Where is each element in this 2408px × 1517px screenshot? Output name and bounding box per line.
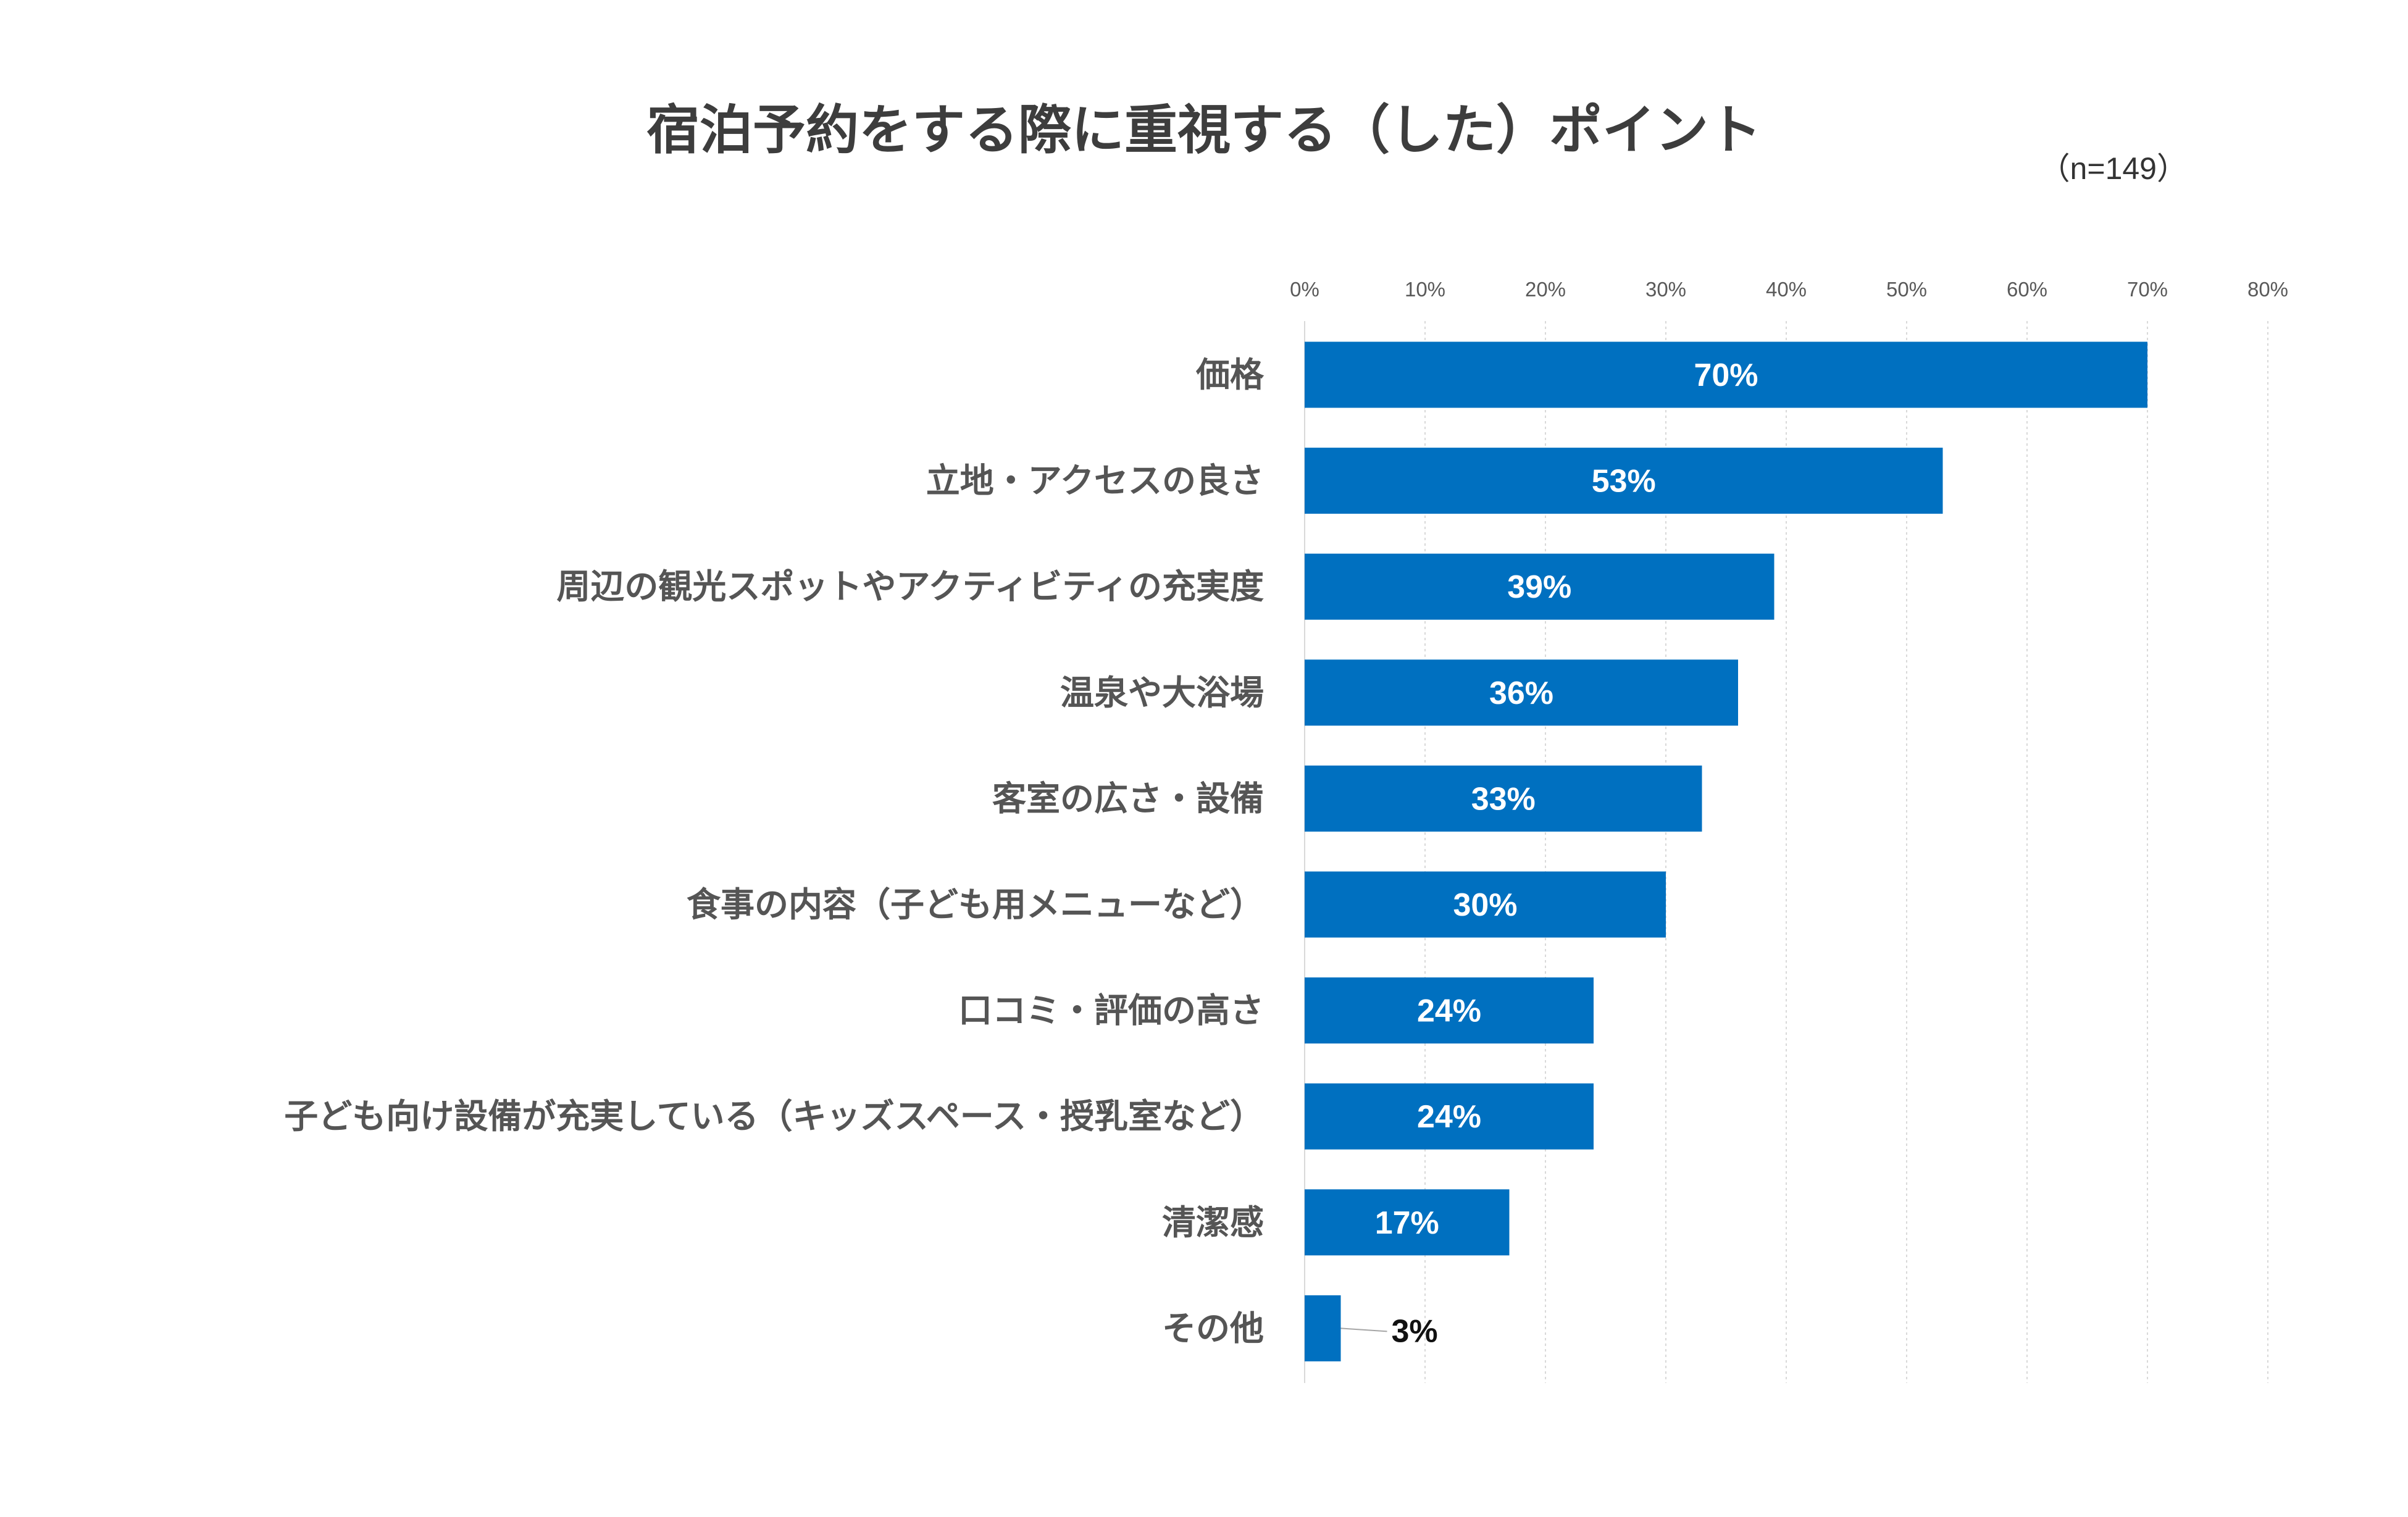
sample-size-label: （n=149） (2039, 151, 2188, 186)
x-tick-label: 40% (1766, 278, 1807, 301)
category-labels: 価格立地・アクセスの良さ周辺の観光スポットやアクティビティの充実度温泉や大浴場客… (284, 355, 1265, 1348)
value-label: 24% (1417, 993, 1481, 1029)
bar (1305, 1189, 1510, 1256)
category-label: 子ども向け設備が充実している（キッズスペース・授乳室など） (284, 1097, 1264, 1136)
bar (1305, 1083, 1594, 1150)
x-tick-label: 70% (2127, 278, 2168, 301)
value-label: 17% (1375, 1205, 1439, 1241)
category-label: 温泉や大浴場 (1060, 673, 1264, 713)
x-tick-label: 50% (1886, 278, 1927, 301)
bar (1305, 659, 1738, 726)
value-label: 53% (1592, 464, 1656, 499)
category-label: 立地・アクセスの良さ (926, 461, 1264, 501)
x-axis-ticks: 0% 10% 20% 30% 40% 50% 60% 70% 80% (1290, 278, 2288, 301)
value-labels: 70% 53% 39% 36% 33% 30% 24% 24% 17% 3% (1340, 357, 1758, 1349)
value-label: 39% (1507, 569, 1571, 605)
category-label: 食事の内容（子ども用メニューなど） (687, 885, 1264, 924)
x-tick-label: 30% (1645, 278, 1686, 301)
bar (1305, 1295, 1341, 1361)
x-tick-label: 80% (2247, 278, 2288, 301)
category-label: その他 (1162, 1308, 1264, 1348)
x-tick-label: 10% (1405, 278, 1445, 301)
category-label: 価格 (1195, 355, 1265, 395)
bar (1305, 871, 1666, 938)
value-leader-line (1340, 1327, 1387, 1332)
bar (1305, 448, 1943, 514)
bar (1305, 341, 2147, 408)
value-label: 36% (1489, 675, 1553, 711)
x-tick-label: 0% (1290, 278, 1319, 301)
value-label: 33% (1471, 781, 1536, 817)
bars (1305, 341, 2147, 1361)
x-tick-label: 60% (2007, 278, 2047, 301)
bar (1305, 977, 1594, 1044)
x-tick-label: 20% (1525, 278, 1566, 301)
value-label: 70% (1694, 357, 1758, 393)
chart-title: 宿泊予約をする際に重視する（した）ポイント (646, 99, 1762, 161)
bar (1305, 553, 1775, 620)
category-label: 清潔感 (1162, 1203, 1264, 1242)
category-label: 客室の広さ・設備 (992, 779, 1264, 818)
bar (1305, 765, 1702, 832)
value-label: 3% (1392, 1313, 1438, 1349)
category-label: 口コミ・評価の高さ (958, 991, 1264, 1030)
category-label: 周辺の観光スポットやアクティビティの充実度 (556, 567, 1264, 606)
value-label: 30% (1453, 887, 1517, 923)
value-label: 24% (1417, 1099, 1481, 1135)
